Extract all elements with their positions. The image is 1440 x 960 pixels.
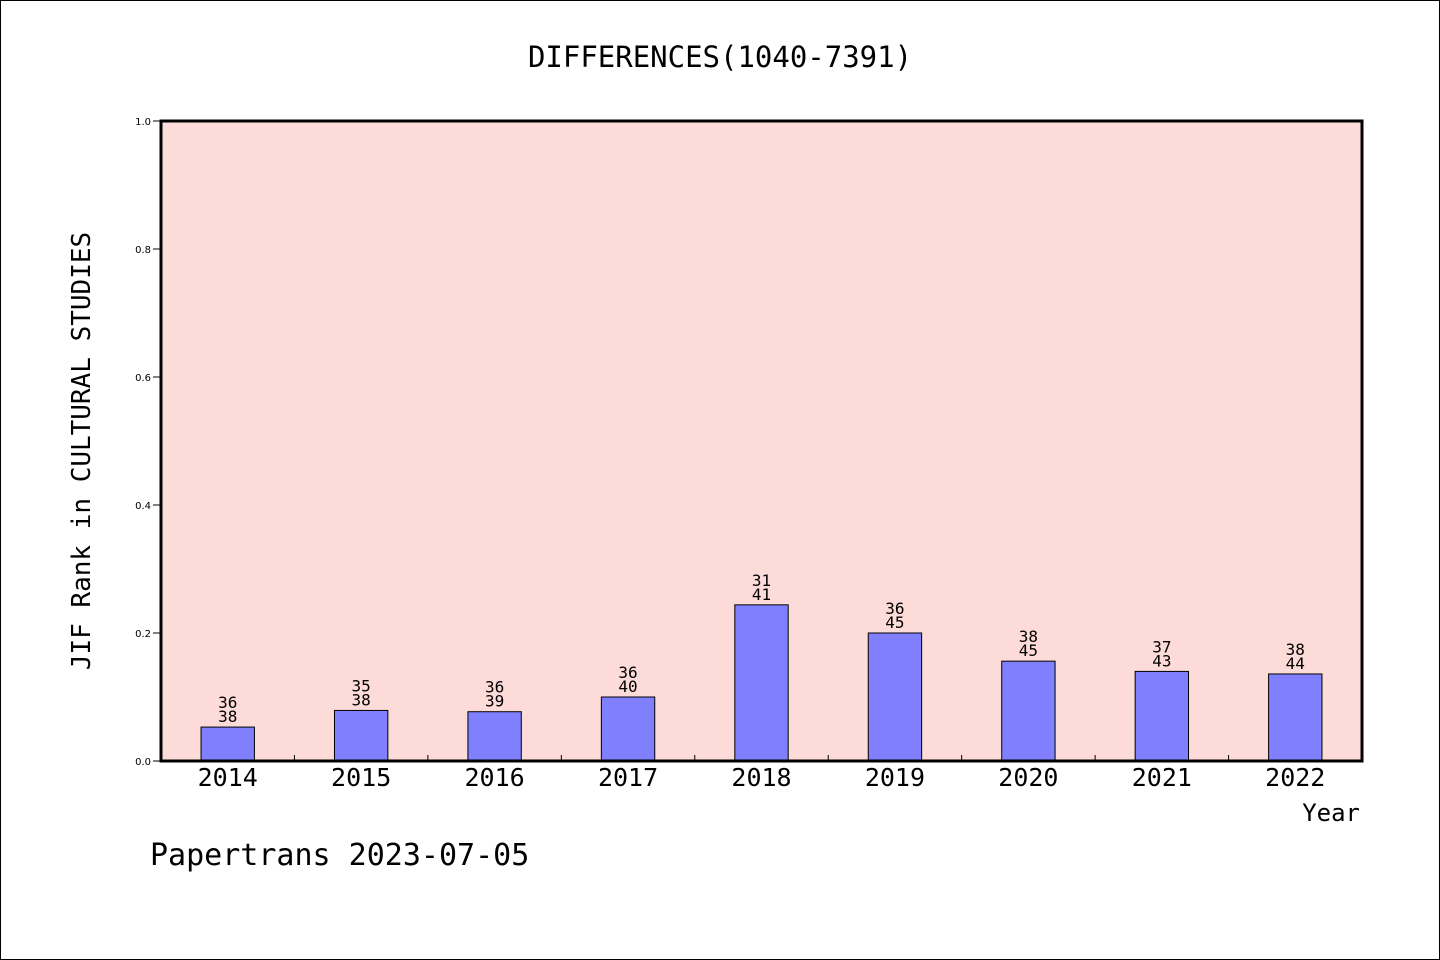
y-tick-label: 1.0 [135, 117, 151, 128]
y-tick-label: 0.2 [135, 629, 151, 640]
y-axis: 0.0 0.2 0.4 0.6 0.8 1.0 [135, 117, 161, 768]
bar-2020 [1001, 660, 1056, 762]
y-tick-label: 0.6 [135, 373, 151, 384]
bar-total-label: 43 [1152, 651, 1171, 670]
bar-rank-label: 38 [1019, 627, 1038, 646]
bar-total-label: 40 [618, 677, 637, 696]
bar-2014 [200, 726, 255, 762]
x-tick-label: 2014 [198, 763, 258, 792]
watermark-text: Papertrans 2023-07-05 [150, 838, 529, 873]
bar-total-label: 41 [752, 585, 771, 604]
bar-2015 [333, 709, 389, 762]
bar-total-label: 38 [352, 690, 371, 709]
bar-total-label: 44 [1286, 654, 1305, 673]
x-tick-label: 2022 [1265, 763, 1325, 792]
bar-2021 [1134, 670, 1190, 762]
bar-rank-label: 36 [218, 693, 237, 712]
bar-total-label: 38 [218, 707, 237, 726]
x-tick-label: 2020 [998, 763, 1058, 792]
x-tick-label: 2016 [465, 763, 525, 792]
chart-title: DIFFERENCES(1040-7391) [528, 40, 912, 74]
bar-rank-label: 31 [752, 571, 771, 590]
y-tick-label: 0.8 [135, 245, 151, 256]
bar-rank-label: 37 [1152, 637, 1171, 656]
plot-frame [159, 119, 1364, 763]
y-tick-label: 0.4 [135, 501, 151, 512]
bar-total-label: 45 [885, 613, 904, 632]
bar-2022 [1268, 673, 1323, 762]
x-tick-label: 2015 [331, 763, 391, 792]
bars-group [200, 604, 1323, 762]
bar-rank-label: 36 [885, 599, 904, 618]
bar-rank-label: 35 [352, 676, 371, 695]
x-tick-label: 2021 [1132, 763, 1192, 792]
x-tick-label: 2017 [598, 763, 658, 792]
bar-rank-label: 36 [618, 663, 637, 682]
x-tick-label: 2018 [731, 763, 791, 792]
bar-2016 [467, 711, 522, 762]
bar-rank-label: 38 [1286, 640, 1305, 659]
bar-total-label: 45 [1019, 641, 1038, 660]
x-tick-label: 2019 [865, 763, 925, 792]
x-axis: 2014 2015 2016 2017 2018 2019 2020 2021 2022 [198, 755, 1325, 792]
bar-2017 [600, 696, 656, 762]
x-axis-label: Year [1302, 799, 1360, 827]
y-axis-label: JIF Rank in CULTURAL STUDIES [67, 232, 97, 670]
bar-2019 [867, 632, 923, 762]
bar-rank-label: 36 [485, 678, 504, 697]
y-tick-label: 0.0 [135, 757, 151, 768]
bar-2018 [734, 604, 789, 762]
bar-total-label: 39 [485, 692, 504, 711]
